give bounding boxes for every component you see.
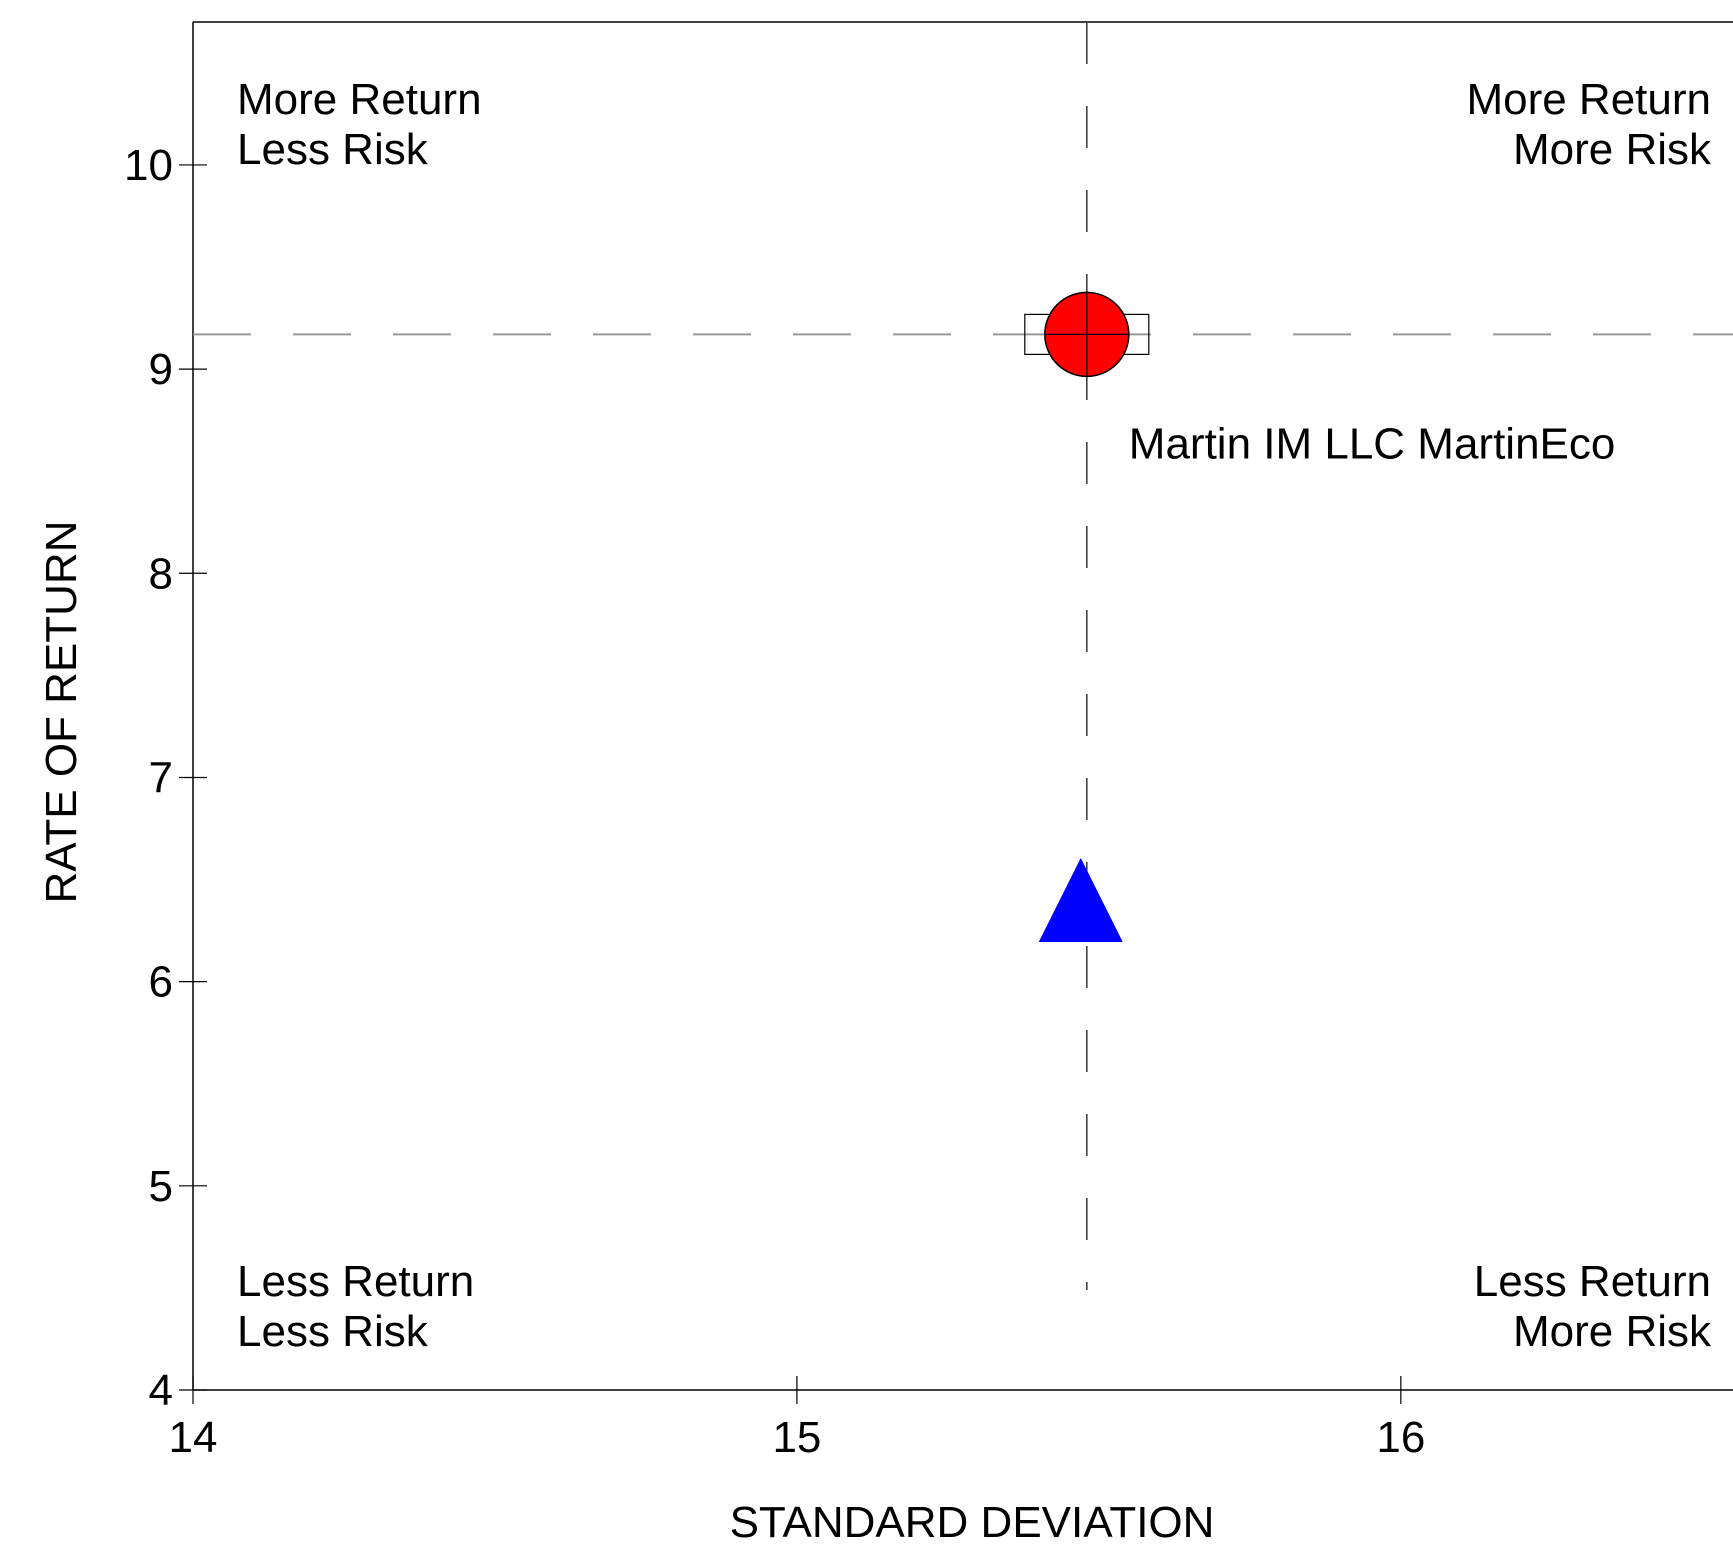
- quadrant-label-top-left: More Return: [237, 75, 482, 124]
- y-tick-label: 6: [149, 958, 173, 1007]
- y-tick-label: 8: [149, 549, 173, 598]
- y-tick-label: 4: [149, 1366, 173, 1415]
- y-axis-title: RATE OF RETURN: [37, 521, 86, 904]
- x-tick-label: 15: [772, 1413, 821, 1462]
- reference-lines: [193, 22, 1733, 1290]
- quadrant-label-top-right: More Return: [1466, 75, 1711, 124]
- quadrant-label-top-left: Less Risk: [237, 125, 429, 174]
- data-points: Martin IM LLC MartinEco: [1024, 291, 1616, 942]
- quadrant-label-bottom-left: Less Return: [237, 1257, 474, 1306]
- point-label: Martin IM LLC MartinEco: [1129, 419, 1616, 468]
- y-tick-label: 10: [124, 141, 173, 190]
- y-tick-label: 5: [149, 1162, 173, 1211]
- x-tick-label: 14: [169, 1413, 218, 1462]
- y-tick-label: 9: [149, 345, 173, 394]
- triangle-marker: [1038, 857, 1123, 942]
- y-tick-label: 7: [149, 753, 173, 802]
- x-tick-label: 16: [1376, 1413, 1425, 1462]
- quadrant-label-bottom-right: Less Return: [1474, 1257, 1711, 1306]
- axes: 4 5 6 7 8 9 10 14 15 16: [124, 21, 1733, 1462]
- quadrant-label-bottom-right: More Risk: [1513, 1307, 1712, 1356]
- x-axis-title: STANDARD DEVIATION: [730, 1498, 1215, 1547]
- quadrant-label-top-right: More Risk: [1513, 125, 1712, 174]
- quadrant-label-bottom-left: Less Risk: [237, 1307, 429, 1356]
